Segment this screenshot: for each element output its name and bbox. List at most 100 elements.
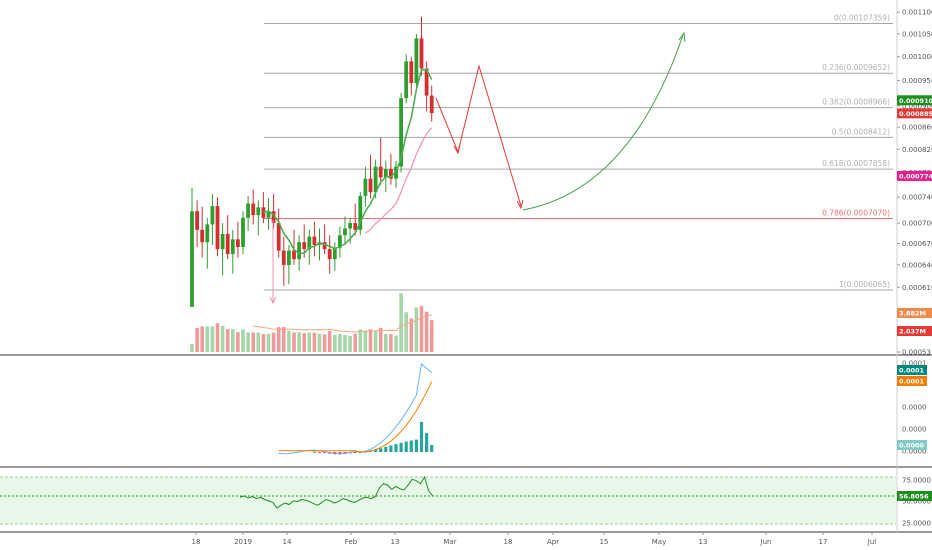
candle-body [383,169,388,178]
volume-bar [195,327,199,352]
rsi-band [0,477,896,524]
volume-badge-label: 2.037M [899,328,926,336]
volume-bar [225,329,230,352]
x-tick-label: 14 [283,538,292,546]
candle-body [292,250,296,260]
y-tick-label: 0.0008600 [902,124,932,132]
y-tick-label: 0.0011000 [902,9,932,17]
volume-bar [261,334,266,352]
fib-level-label: 0.236(0.0009652) [822,63,890,72]
candle-body [297,242,301,260]
candle-body [200,229,205,243]
candle-body [302,242,307,250]
macd-panel [278,363,434,455]
y-tick-label: 0.0009500 [902,77,932,85]
arrowhead [678,31,686,43]
x-tick-label: 15 [600,538,609,546]
volume-bar [333,334,337,352]
macd-y-tick-label: 0.0000 [902,404,927,412]
rsi-y-tick-label: 50.0000 [902,498,931,506]
volume-bar [210,326,215,352]
candle-body [276,223,281,251]
candle-body [389,169,393,179]
candle-body [332,247,337,260]
y-tick-label: 0.0010000 [902,53,932,61]
candle-body [312,236,317,245]
volume-bar [348,336,352,352]
candle-body [205,224,210,243]
x-tick-label: Apr [547,538,559,546]
candle-body [256,207,261,216]
candle-body [287,250,291,265]
x-tick-label: Jul [867,538,877,546]
volume-bar [389,334,393,352]
volume-bar [363,330,368,352]
volume-badge [897,308,932,318]
candle-body [220,233,225,250]
volume-bar [424,311,429,352]
x-tick-label: 18 [504,538,513,546]
volume-bar [373,331,378,352]
signal-line [278,381,433,453]
volume-badge-label: 3.882M [899,310,926,318]
volume-bar [241,329,245,352]
moving-averages [263,68,433,255]
macd-histogram-bar [394,444,398,452]
volume-bar [429,320,434,352]
volume-bar [394,335,398,352]
volume-bar [302,333,306,352]
volume-bar [414,307,419,352]
candle-body [210,206,215,225]
volume-bar [368,329,373,352]
candle-body [271,211,276,224]
y-tick-label: 0.0006700 [902,240,932,248]
candle-body [266,211,271,218]
volume-bar [419,305,424,352]
price-badge-label: 0.0009108 [899,97,932,105]
fib-level-label: 0.786(0.0007070) [822,208,890,217]
macd-histogram-bar [353,452,357,453]
candle-body [358,195,363,230]
price-badge [897,108,932,119]
projection-curve [522,34,684,211]
candle-body [378,166,383,178]
grid [0,0,932,533]
volume-bar [292,332,296,352]
volume-bar [384,333,388,352]
arrowhead [516,199,524,210]
rsi-badge-label: 56.8056 [899,493,929,501]
candle-body [261,207,266,218]
candle-body [409,61,414,84]
macd-histogram-bar [419,421,424,452]
volume-bar [307,332,312,352]
candle-body [424,68,429,96]
candle-body [338,235,342,248]
macd-badge-label: 0.0001 [899,378,925,386]
candle-body [373,166,378,193]
volume-bar [327,331,332,352]
y-tick-label: 0.0007400 [902,194,932,202]
macd-histogram-bar [317,452,322,453]
volume-bar [276,327,281,352]
volume-bar [246,332,250,352]
volume-bar [353,333,357,352]
volume-bar [190,344,194,352]
price-badge [897,95,932,106]
candle-body [322,242,327,250]
price-badge-label: 0.0007744 [899,172,932,180]
fib-level-label: 0.618(0.0007858) [822,159,890,168]
fib-level-label: 1(0.0006065) [839,280,890,289]
volume-bar [409,318,414,352]
y-tick-label: 0.0010500 [902,30,932,38]
moving-average-fast [263,68,433,255]
projection-drawings[interactable] [269,31,686,305]
candle-body [419,38,424,69]
macd-y-tick-label: 0.0000 [902,448,927,456]
macd-y-tick-label: 0.0000 [902,426,927,434]
fibonacci-retracement[interactable]: 0(0.00107359) 0.236(0.0009652) 0.382(0.000… [264,14,893,291]
volume-bar [215,323,220,352]
volume-bar [322,334,327,352]
arrowhead [453,144,461,155]
candle-body [404,61,409,99]
